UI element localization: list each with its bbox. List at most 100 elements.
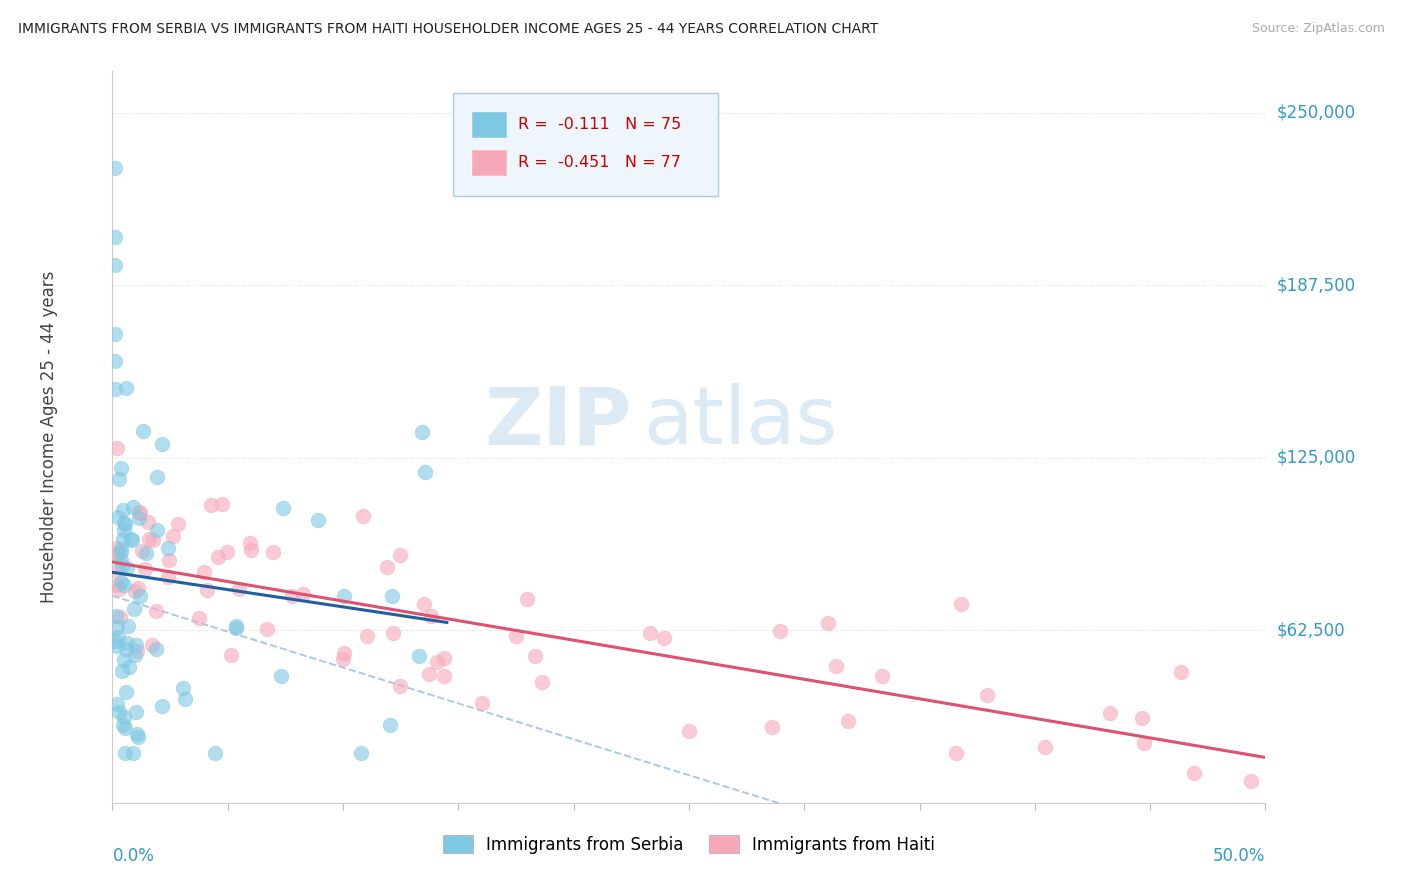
Point xyxy=(307,513,329,527)
Point xyxy=(104,326,127,341)
Point xyxy=(112,718,135,732)
FancyBboxPatch shape xyxy=(453,94,718,195)
Point xyxy=(110,460,132,475)
Point xyxy=(381,590,404,604)
Point xyxy=(378,718,401,732)
Point xyxy=(157,553,180,567)
Text: $125,000: $125,000 xyxy=(1277,449,1355,467)
Text: IMMIGRANTS FROM SERBIA VS IMMIGRANTS FROM HAITI HOUSEHOLDER INCOME AGES 25 - 44 : IMMIGRANTS FROM SERBIA VS IMMIGRANTS FRO… xyxy=(18,22,879,37)
Point xyxy=(433,650,456,665)
Text: R =  -0.111   N = 75: R = -0.111 N = 75 xyxy=(519,117,682,132)
Point xyxy=(333,646,356,660)
Point xyxy=(173,691,195,706)
Text: 50.0%: 50.0% xyxy=(1213,847,1265,864)
Point xyxy=(240,543,263,558)
Point xyxy=(389,548,412,562)
Point xyxy=(281,589,304,603)
Point xyxy=(104,230,127,244)
Point xyxy=(114,516,136,531)
Point xyxy=(412,597,434,611)
Point xyxy=(211,497,233,511)
Point xyxy=(239,536,262,550)
Point xyxy=(150,699,173,714)
Point xyxy=(426,655,449,669)
Point xyxy=(115,636,138,650)
Point xyxy=(413,465,436,479)
Text: Source: ZipAtlas.com: Source: ZipAtlas.com xyxy=(1251,22,1385,36)
Text: $250,000: $250,000 xyxy=(1277,103,1355,122)
Point xyxy=(115,381,138,395)
Point xyxy=(1240,773,1263,788)
Point xyxy=(107,546,129,560)
Point xyxy=(761,720,783,734)
Point xyxy=(128,505,150,519)
Point xyxy=(114,721,136,735)
Text: Householder Income Ages 25 - 44 years: Householder Income Ages 25 - 44 years xyxy=(39,271,58,603)
Point xyxy=(408,649,430,664)
Point xyxy=(419,609,441,624)
Point xyxy=(388,679,411,693)
Point xyxy=(356,630,378,644)
Point xyxy=(134,562,156,576)
Point xyxy=(121,533,143,547)
Legend: Immigrants from Serbia, Immigrants from Haiti: Immigrants from Serbia, Immigrants from … xyxy=(436,829,942,860)
Point xyxy=(104,634,127,648)
Point xyxy=(1033,740,1056,755)
Point xyxy=(219,648,242,662)
Point xyxy=(145,470,167,484)
Point xyxy=(769,624,792,639)
Point xyxy=(256,622,278,636)
Point xyxy=(411,425,433,439)
Point xyxy=(108,610,131,624)
Point xyxy=(107,472,129,486)
Point xyxy=(193,565,215,579)
Point xyxy=(138,533,160,547)
Point xyxy=(418,667,440,681)
Point xyxy=(217,545,239,559)
Point xyxy=(837,714,859,729)
Point xyxy=(127,730,149,744)
Point xyxy=(115,561,138,575)
Point xyxy=(172,681,194,695)
Point xyxy=(146,523,169,537)
Point xyxy=(1133,736,1156,750)
Point xyxy=(156,541,179,555)
Point xyxy=(129,589,152,603)
Point xyxy=(381,626,404,640)
Point xyxy=(945,747,967,761)
Point xyxy=(125,638,148,652)
Point xyxy=(105,577,128,591)
Point xyxy=(976,688,998,702)
Point xyxy=(104,258,127,272)
Text: R =  -0.451   N = 77: R = -0.451 N = 77 xyxy=(519,155,682,170)
Text: $62,500: $62,500 xyxy=(1277,622,1346,640)
Point xyxy=(516,592,538,607)
Point xyxy=(162,529,184,543)
Text: 0.0%: 0.0% xyxy=(112,847,155,864)
Point xyxy=(111,502,134,516)
Point xyxy=(125,705,148,719)
Point xyxy=(350,746,373,760)
Point xyxy=(270,669,292,683)
Point xyxy=(107,510,129,524)
Point xyxy=(112,523,135,537)
Point xyxy=(110,575,132,590)
Point xyxy=(114,652,136,666)
Point xyxy=(145,642,167,657)
Point xyxy=(115,641,138,656)
Point xyxy=(124,602,146,616)
Point xyxy=(141,638,163,652)
Point xyxy=(107,582,129,596)
Point xyxy=(352,509,374,524)
Point xyxy=(128,511,150,525)
Point xyxy=(112,578,135,592)
Point xyxy=(471,696,494,710)
Point xyxy=(131,543,153,558)
Point xyxy=(817,615,839,630)
Point xyxy=(136,515,159,529)
Point xyxy=(167,517,190,532)
Point xyxy=(115,685,138,699)
Point xyxy=(332,652,354,666)
Point xyxy=(104,354,127,368)
Bar xyxy=(472,150,506,176)
